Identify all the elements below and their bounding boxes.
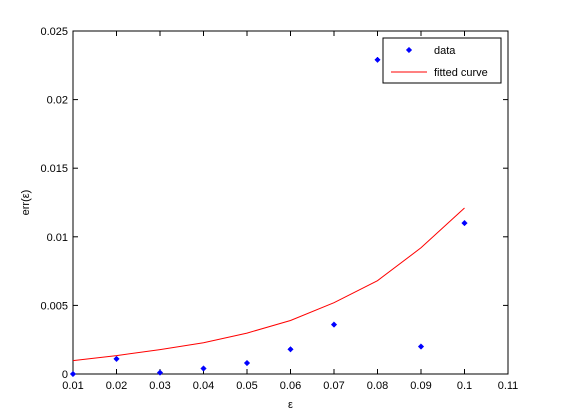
data-point xyxy=(417,343,425,350)
x-tick-label: 0.05 xyxy=(236,380,257,392)
x-tick-label: 0.09 xyxy=(410,380,431,392)
data-point xyxy=(69,370,77,378)
x-tick-label: 0.01 xyxy=(62,380,83,392)
x-tick-label: 0.08 xyxy=(367,380,388,392)
x-tick-label: 0.11 xyxy=(498,380,519,392)
data-point xyxy=(287,346,294,353)
x-axis-label: ε xyxy=(288,399,293,411)
y-tick-label: 0.005 xyxy=(40,300,68,312)
y-tick-label: 0 xyxy=(62,369,68,381)
legend: data fitted curve xyxy=(382,37,502,84)
legend-marker-swatch xyxy=(405,46,413,54)
series-layer xyxy=(69,56,468,378)
data-point xyxy=(200,365,207,372)
legend-label: data xyxy=(434,45,456,57)
x-tick-label: 0.07 xyxy=(323,380,344,392)
legend-label: fitted curve xyxy=(434,67,488,79)
plot-area xyxy=(72,30,509,375)
x-tick-label: 0.03 xyxy=(149,380,170,392)
x-tick-label: 0.06 xyxy=(280,380,301,392)
x-tick-label: 0.04 xyxy=(193,380,214,392)
ticks: 0.01 0.02 0.03 0.04 0.05 0.06 0.07 0.08 0.09 0.1 0… xyxy=(40,26,518,392)
legend-box xyxy=(382,37,502,84)
y-tick-label: 0.01 xyxy=(47,232,68,244)
y-tick-label: 0.02 xyxy=(47,95,68,107)
x-tick-label: 0.02 xyxy=(106,380,127,392)
data-point xyxy=(461,219,468,227)
data-point xyxy=(113,355,120,363)
data-point xyxy=(330,321,338,328)
data-point xyxy=(374,56,381,63)
data-point xyxy=(156,369,164,376)
y-axis-label: err(ε) xyxy=(20,190,32,216)
x-tick-label: 0.1 xyxy=(457,380,472,392)
data-point xyxy=(243,359,251,367)
fitted-curve-line xyxy=(72,207,465,362)
y-tick-label: 0.015 xyxy=(40,163,68,175)
axes: 0.01 0.02 0.03 0.04 0.05 0.06 0.07 0.08 0.09 0.1 0… xyxy=(20,26,518,411)
y-tick-label: 0.025 xyxy=(40,26,68,38)
